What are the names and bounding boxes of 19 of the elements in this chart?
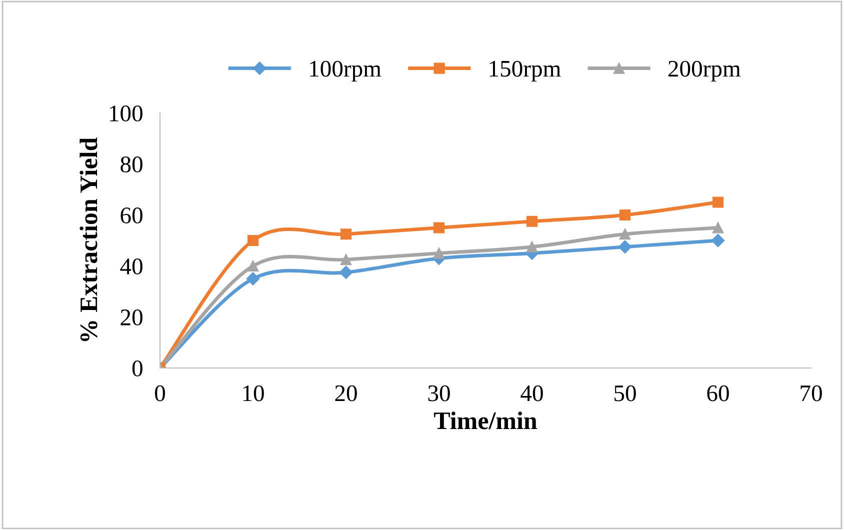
x-tick-label: 50 bbox=[614, 385, 636, 402]
y-tick-label: 60 bbox=[120, 207, 142, 224]
legend-label: 100rpm bbox=[310, 60, 382, 82]
x-axis-title: Time/min bbox=[434, 412, 537, 430]
legend-label: 200rpm bbox=[668, 60, 741, 82]
x-tick-label: 70 bbox=[800, 385, 822, 402]
y-tick-label: 100 bbox=[110, 105, 142, 122]
legend-label: 150rpm bbox=[490, 60, 561, 82]
x-tick-label: 30 bbox=[428, 385, 450, 402]
y-tick-label: 20 bbox=[120, 309, 142, 326]
y-axis-title: % Extraction Yield bbox=[80, 138, 98, 342]
x-tick-label: 20 bbox=[335, 385, 357, 402]
x-tick-label: 60 bbox=[707, 385, 729, 402]
y-tick-label: 40 bbox=[120, 258, 142, 274]
y-tick-label: 80 bbox=[120, 156, 142, 172]
y-tick-label: 0 bbox=[132, 360, 142, 376]
x-tick-label: 40 bbox=[520, 385, 543, 402]
x-tick-label: 0 bbox=[154, 385, 166, 402]
x-tick-label: 10 bbox=[243, 385, 264, 402]
